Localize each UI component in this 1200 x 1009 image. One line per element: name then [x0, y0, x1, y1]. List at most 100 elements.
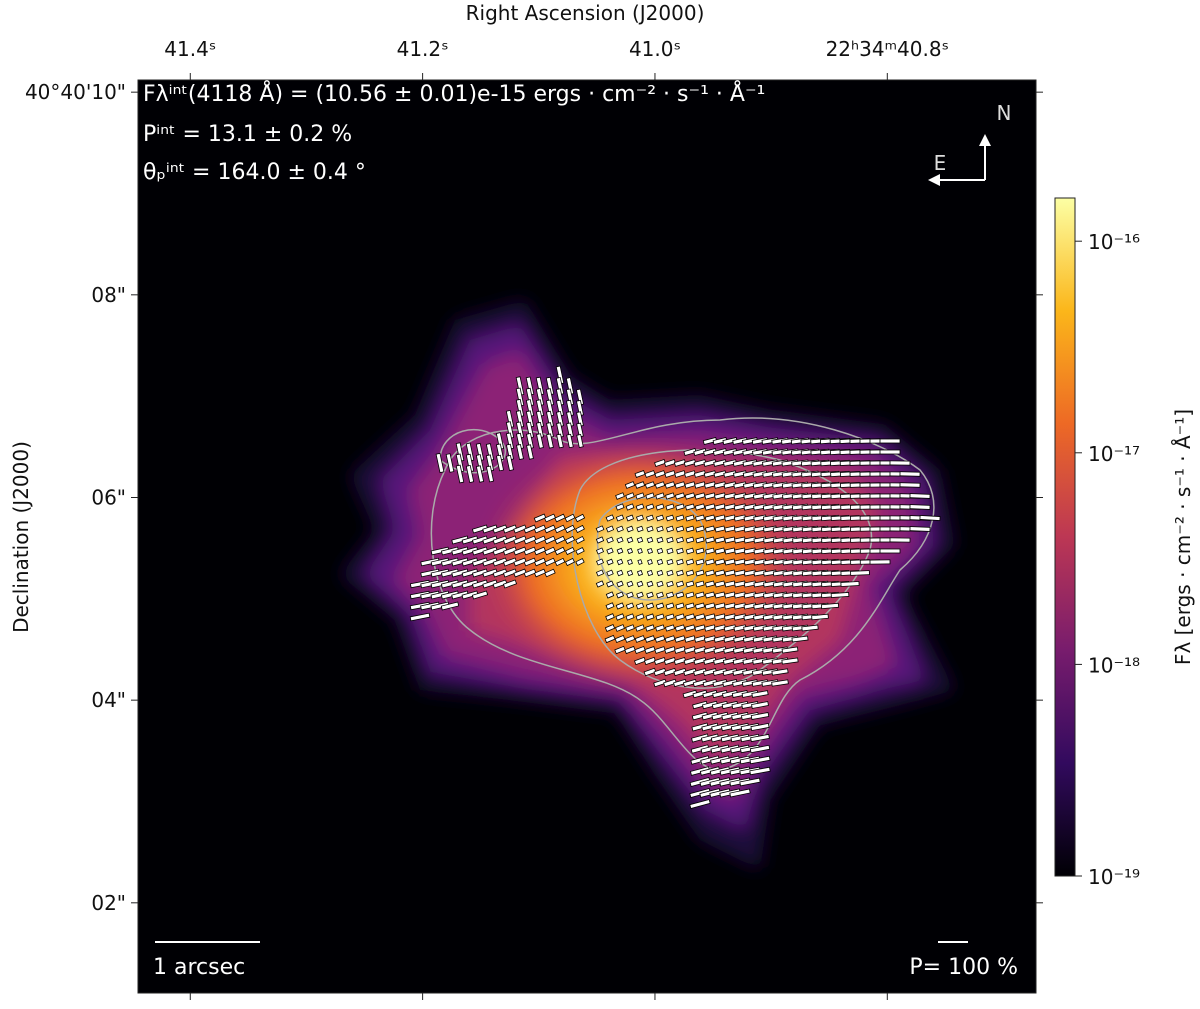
x-tick-label: 41.0ˢ — [629, 37, 681, 61]
vector — [492, 524, 508, 534]
vector — [691, 722, 709, 732]
vector — [675, 514, 685, 522]
vector — [673, 667, 687, 677]
vector — [595, 525, 605, 533]
y-tick-label: 40°40'10" — [25, 80, 126, 104]
vector — [634, 470, 646, 478]
vector — [909, 504, 931, 510]
vector — [445, 453, 455, 473]
vector — [683, 667, 697, 677]
vector — [575, 524, 585, 534]
vector — [655, 514, 665, 522]
vector — [685, 547, 695, 555]
vector — [674, 492, 686, 500]
vector — [606, 536, 614, 544]
vector — [685, 514, 695, 522]
vector — [614, 645, 626, 655]
vector — [533, 535, 547, 545]
vector — [704, 503, 716, 511]
vector — [879, 449, 901, 455]
vector — [564, 535, 576, 545]
vector — [684, 624, 696, 632]
vector — [666, 569, 674, 577]
vector — [605, 525, 615, 533]
vector — [482, 568, 498, 578]
vector — [705, 569, 715, 577]
vector — [666, 580, 674, 588]
vector — [656, 591, 664, 599]
vector — [791, 635, 809, 643]
vector — [605, 613, 615, 621]
vector — [663, 678, 677, 688]
vector — [634, 481, 646, 489]
vector — [556, 433, 564, 449]
annotation: θₚⁱⁿᵗ = 164.0 ± 0.4 ° — [143, 160, 366, 185]
vector — [605, 591, 615, 599]
vector — [676, 547, 684, 555]
vector — [644, 481, 656, 489]
vector — [604, 624, 616, 632]
vector — [451, 546, 469, 556]
vector — [513, 568, 527, 578]
vector — [635, 503, 645, 511]
vector — [899, 471, 921, 477]
vector — [751, 690, 769, 698]
vector — [694, 613, 706, 621]
vector — [682, 689, 698, 699]
vector — [646, 547, 654, 555]
vector — [674, 646, 686, 654]
vector — [685, 558, 695, 566]
vector — [645, 514, 655, 522]
vector — [729, 788, 751, 798]
vector — [625, 492, 635, 500]
vector — [692, 689, 708, 699]
vector — [523, 557, 537, 567]
vector — [575, 535, 585, 545]
y-tick-label: 06" — [91, 485, 126, 509]
vector — [636, 580, 644, 588]
vector — [685, 602, 695, 610]
vector — [703, 459, 717, 467]
vector — [663, 657, 677, 665]
vector — [683, 459, 697, 467]
vector — [624, 645, 636, 655]
vector — [523, 568, 537, 578]
vector — [695, 569, 705, 577]
vector — [482, 579, 498, 589]
vector — [666, 558, 674, 566]
vector — [683, 646, 697, 654]
vector — [811, 613, 829, 621]
vector — [714, 536, 726, 544]
vector — [714, 547, 726, 555]
vector — [616, 591, 624, 599]
vector — [869, 559, 891, 565]
vector — [703, 657, 717, 665]
annotation: Fλⁱⁿᵗ(4118 Å) = (10.56 ± 0.01)e-15 ergs … — [143, 80, 765, 107]
vector — [704, 613, 716, 621]
vector — [684, 635, 696, 643]
vector — [554, 557, 566, 567]
vector — [676, 558, 684, 566]
vector — [739, 777, 761, 787]
vector — [626, 536, 634, 544]
vector — [909, 526, 931, 532]
vector — [513, 557, 527, 567]
vector — [451, 535, 469, 545]
vector — [451, 557, 469, 567]
vector — [616, 558, 624, 566]
vector — [801, 624, 819, 632]
vector — [673, 459, 687, 467]
vector — [503, 568, 517, 578]
vector — [675, 591, 685, 599]
vector — [625, 613, 635, 621]
vector — [771, 679, 789, 687]
vector — [656, 558, 664, 566]
vector — [675, 525, 685, 533]
vector — [461, 535, 479, 545]
vector — [482, 524, 498, 534]
vector — [451, 590, 469, 600]
vector — [703, 448, 717, 456]
vector — [440, 546, 460, 556]
vector — [665, 613, 675, 621]
vector — [625, 514, 635, 522]
